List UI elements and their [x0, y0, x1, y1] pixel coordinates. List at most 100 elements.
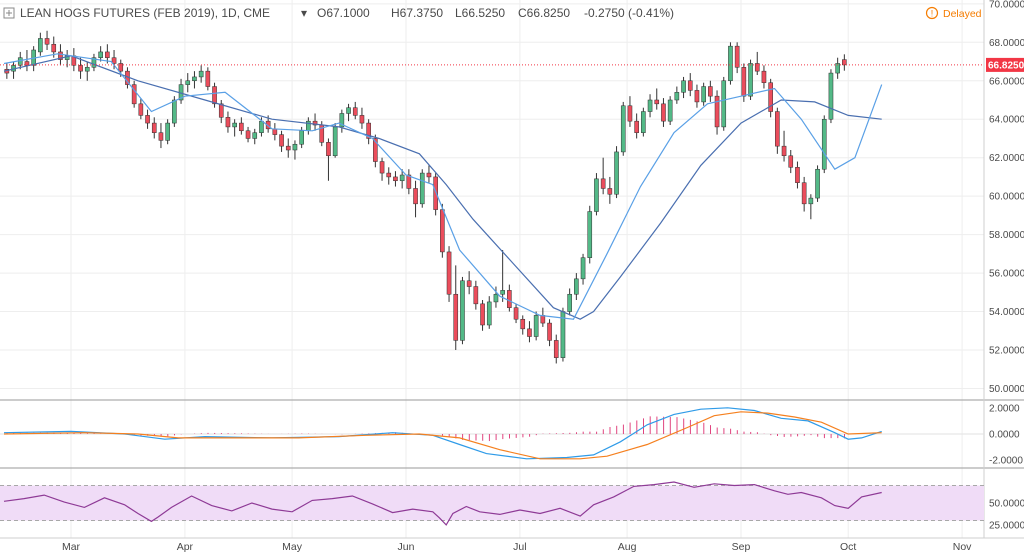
candle-down[interactable] [131, 84, 137, 105]
candle-down[interactable] [151, 122, 157, 133]
candle-down[interactable] [265, 120, 271, 130]
candle-up[interactable] [165, 122, 170, 141]
candle-up[interactable] [38, 38, 43, 53]
candle-up[interactable] [252, 132, 258, 139]
candle-up[interactable] [821, 118, 827, 170]
candle-down[interactable] [754, 63, 760, 72]
candle-down[interactable] [842, 59, 847, 66]
candle-up[interactable] [614, 151, 619, 195]
candle-down[interactable] [386, 172, 392, 178]
candle-up[interactable] [198, 70, 204, 78]
candle-down[interactable] [734, 45, 740, 68]
candle-up[interactable] [748, 63, 753, 97]
candle-down[interactable] [466, 280, 472, 287]
candle-down[interactable] [768, 82, 773, 112]
candle-up[interactable] [460, 280, 465, 341]
candle-down[interactable] [607, 188, 613, 195]
candle-up[interactable] [701, 86, 706, 103]
candle-down[interactable] [801, 182, 807, 205]
candle-down[interactable] [239, 122, 244, 132]
candle-down[interactable] [540, 315, 546, 324]
candle-down[interactable] [312, 120, 318, 126]
candle-down[interactable] [654, 99, 660, 105]
candle-down[interactable] [379, 161, 385, 174]
candle-down[interactable] [359, 115, 365, 124]
candle-up[interactable] [346, 107, 351, 114]
candle-down[interactable] [761, 70, 767, 83]
candle-up[interactable] [292, 143, 298, 151]
candle-down[interactable] [426, 172, 432, 178]
candle-down[interactable] [78, 65, 83, 72]
candle-down[interactable] [708, 86, 713, 97]
candle-down[interactable] [480, 303, 485, 326]
candle-down[interactable] [51, 43, 57, 53]
candle-down[interactable] [714, 95, 720, 128]
candle-up[interactable] [828, 72, 834, 120]
candle-down[interactable] [105, 51, 110, 58]
candle-down[interactable] [775, 111, 780, 147]
candle-up[interactable] [681, 80, 686, 93]
candle-down[interactable] [158, 132, 164, 141]
candle-up[interactable] [486, 301, 492, 326]
candle-down[interactable] [326, 142, 331, 157]
candle-down[interactable] [795, 167, 800, 183]
candle-down[interactable] [513, 307, 519, 320]
candle-up[interactable] [306, 120, 311, 132]
candle-down[interactable] [366, 122, 371, 139]
candle-up[interactable] [339, 113, 345, 128]
candle-up[interactable] [728, 45, 733, 82]
candle-down[interactable] [661, 103, 666, 122]
candle-up[interactable] [98, 51, 103, 58]
candle-up[interactable] [332, 126, 338, 157]
candle-down[interactable] [473, 286, 479, 305]
candle-down[interactable] [788, 155, 794, 168]
candle-down[interactable] [634, 120, 639, 133]
candle-down[interactable] [393, 176, 398, 182]
candle-up[interactable] [419, 172, 425, 205]
candle-down[interactable] [547, 322, 552, 341]
candle-down[interactable] [527, 328, 532, 337]
candle-down[interactable] [781, 145, 787, 157]
candle-up[interactable] [172, 99, 177, 124]
candle-down[interactable] [205, 70, 211, 87]
candle-up[interactable] [493, 293, 499, 303]
candle-down[interactable] [111, 57, 117, 64]
candle-up[interactable] [399, 174, 405, 182]
candle-up[interactable] [580, 257, 586, 280]
candle-up[interactable] [721, 80, 727, 128]
candle-down[interactable] [24, 61, 30, 66]
candle-down[interactable] [44, 38, 50, 45]
candle-down[interactable] [279, 134, 284, 147]
candle-down[interactable] [272, 128, 278, 135]
candle-down[interactable] [245, 130, 251, 139]
candle-down[interactable] [138, 103, 144, 116]
candle-down[interactable] [687, 80, 693, 91]
candle-up[interactable] [815, 168, 820, 199]
candle-up[interactable] [835, 63, 840, 74]
candle-down[interactable] [453, 293, 459, 341]
candle-down[interactable] [285, 145, 291, 151]
candle-down[interactable] [118, 63, 124, 72]
candle-down[interactable] [406, 174, 412, 189]
candle-up[interactable] [808, 197, 814, 205]
candle-up[interactable] [185, 80, 191, 85]
candle-up[interactable] [259, 120, 264, 133]
candle-down[interactable] [440, 209, 445, 253]
symbol-title[interactable]: LEAN HOGS FUTURES (FEB 2019), 1D, CME [20, 6, 270, 20]
candle-down[interactable] [218, 103, 224, 118]
candle-down[interactable] [433, 176, 438, 210]
candle-up[interactable] [232, 122, 237, 128]
candle-down[interactable] [553, 340, 559, 358]
candle-up[interactable] [574, 278, 579, 295]
candle-up[interactable] [533, 315, 539, 337]
candle-down[interactable] [352, 107, 358, 116]
candle-up[interactable] [647, 99, 653, 112]
candle-down[interactable] [212, 86, 217, 105]
legend-toggle-icon[interactable] [3, 7, 15, 19]
candle-down[interactable] [600, 178, 606, 189]
symbol-dropdown-icon[interactable]: ▾ [301, 6, 307, 20]
candle-down[interactable] [520, 318, 526, 330]
candle-up[interactable] [17, 57, 23, 66]
